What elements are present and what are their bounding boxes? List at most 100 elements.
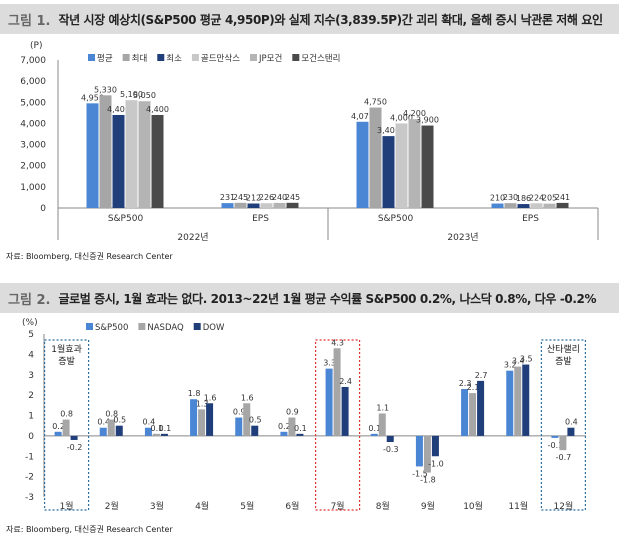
chart1-bar [408,119,421,208]
chart2-bar [280,431,288,436]
chart2-annotation-box [314,339,361,511]
chart2-bar [386,435,394,442]
figure2-source: 자료: Bloomberg, 대신증권 Research Center [6,525,173,534]
chart2-y-tick-label: -3 [25,493,34,503]
chart1-data-label: 4,078 [351,112,374,121]
chart1-legend-swatch [122,54,130,61]
chart2-data-label: 1.8 [188,389,201,398]
figure1-source: 자료: Bloomberg, 대신증권 Research Center [6,252,173,261]
chart1-data-label: 4,750 [364,98,387,107]
chart1-data-label: 230 [503,193,518,202]
chart2-bar [477,380,485,436]
chart2-unit-label: (%) [22,318,38,328]
chart1-data-label: 4,400 [146,105,169,114]
chart2-bar [206,403,214,436]
chart1-data-label: 186 [516,194,531,203]
chart2-x-tick-label: 3월 [150,500,164,512]
chart2-data-label: 3.4 [512,357,525,366]
chart1-data-label: 3,900 [416,116,439,125]
chart1-bar [260,203,273,208]
chart2-bar [288,417,296,436]
chart2-y-tick-label: 0 [28,432,34,442]
chart2-bar [378,413,386,436]
chart2-data-label: 0.8 [105,410,118,419]
chart1-bar [247,203,260,208]
chart1-bar [86,103,99,208]
chart2-data-label: 0.4 [565,418,578,427]
chart1-bar [395,123,408,208]
chart1-data-label: 231 [220,193,235,202]
chart1-data-label: 224 [529,193,544,202]
chart1-data-label: 5,100 [120,90,143,99]
chart2-data-label: 0.5 [113,416,126,425]
chart1-bar [234,202,247,208]
chart2-data-label: -0.3 [383,445,399,454]
chart2-bar [333,348,341,436]
chart2-data-label: 1.1 [376,403,389,412]
chart2-bar [115,425,123,436]
chart2-data-label: 1.3 [196,399,209,408]
chart1-bar [221,203,234,208]
chart2-legend-label: NASDAQ [147,323,184,333]
chart1-bar [286,202,299,208]
chart2-bar [235,417,243,436]
chart2-data-label: -0.2 [67,443,83,452]
chart2-data-label: 2.1 [467,383,480,392]
chart1-legend-swatch [292,54,300,61]
chart2-data-label: 1.6 [204,393,217,402]
chart1-bar [112,114,125,208]
chart1-data-label: 240 [272,193,287,202]
chart1-legend-swatch [157,54,165,61]
chart1-data-label: 4,400 [107,105,130,114]
chart1-x-tick-label: S&P500 [378,214,414,224]
chart2-data-label: 0.2 [52,422,65,431]
chart2-x-tick-label: 1월 [60,500,74,512]
chart2-legend-swatch [86,323,93,330]
chart1-bar [530,203,543,208]
chart2-data-label: 0.5 [249,416,262,425]
chart2-bar [522,364,530,436]
chart2-bar [325,368,333,436]
chart1-data-label: 5,050 [133,91,156,100]
chart1-data-label: 205 [542,194,557,203]
chart2-bar [469,393,477,436]
chart2-data-label: 0.1 [159,424,172,433]
chart1-bar [125,100,138,208]
chart1-bar [382,136,395,208]
chart1-data-label: 212 [246,194,261,203]
chart2-bar [461,389,469,436]
chart1-y-tick-label: 6,000 [20,77,46,87]
chart1-bar [273,202,286,208]
chart2-bar [62,419,70,436]
chart1-legend-label: 평균 [97,53,113,64]
chart2-y-tick-label: 1 [28,412,34,422]
chart1-x-tick-label: S&P500 [108,214,144,224]
chart2-bar [431,435,439,457]
chart2-bar [551,435,559,438]
chart2-x-tick-label: 4월 [195,500,209,512]
chart1-bar [517,204,530,208]
chart1-data-label: 3,400 [377,126,400,135]
chart2-data-label: 0.9 [233,408,246,417]
chart1-y-tick-label: 5,000 [20,98,46,108]
chart2-y-tick-label: 2 [28,391,34,401]
chart2-annotation-text: 산타랠리 [547,343,580,355]
chart1-legend-label: 골드만삭스 [201,53,240,64]
chart2-x-tick-label: 10월 [463,500,483,512]
chart2-data-label: 0.1 [368,424,381,433]
chart2-data-label: 0.1 [151,424,164,433]
chart1-bar [556,202,569,208]
chart1-group-label: 2022년 [177,232,208,243]
chart1-bar [504,203,517,208]
figure2-label: 그림 2. [8,292,51,308]
chart2-data-label: 1.6 [241,393,254,402]
chart2-y-tick-label: -1 [25,452,34,462]
chart1-data-label: 4,200 [403,109,426,118]
figure2-title: 글로벌 증시, 1월 효과는 없다. 2013~22년 1월 평균 수익률 S&… [58,291,597,306]
chart2-data-label: -0.7 [556,453,572,462]
chart2-x-tick-label: 12월 [554,500,574,512]
chart2-x-tick-label: 9월 [421,500,435,512]
chart2-bar [198,409,206,436]
chart2-legend-swatch [193,323,201,330]
chart2-x-tick-label: 5월 [240,500,254,512]
